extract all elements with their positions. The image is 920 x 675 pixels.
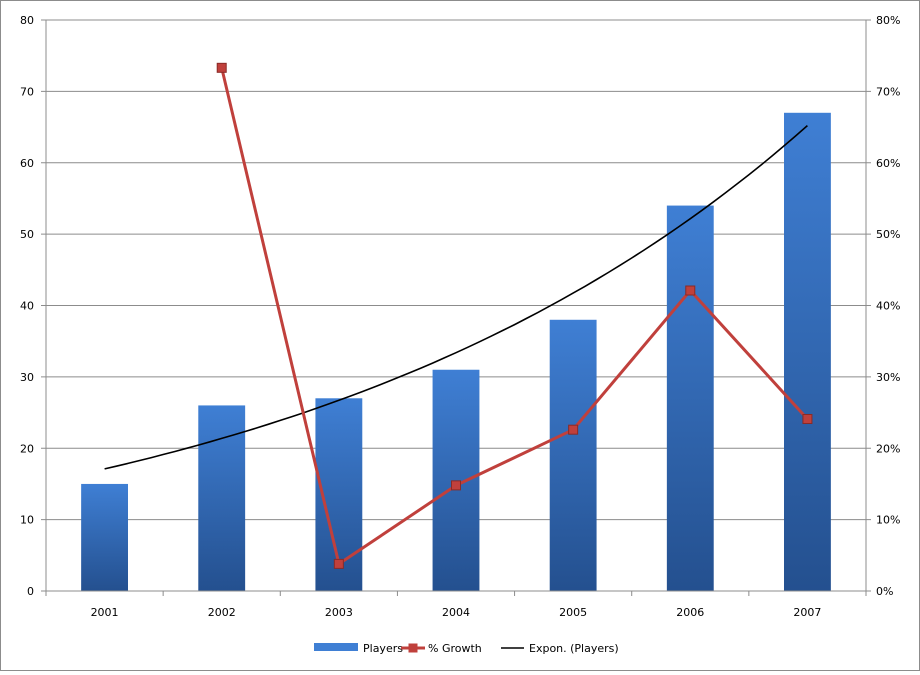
right-axis-tick-label: 20% [876,442,900,455]
right-axis-tick-label: 70% [876,85,900,98]
x-axis-tick-label: 2007 [793,606,821,619]
growth-line-path [220,67,809,566]
right-axis-tick-label: 40% [876,300,900,313]
left-axis-tick-label: 40 [20,300,34,313]
right-axis-tick-label: 10% [876,514,900,527]
left-axis-tick-label: 30 [20,371,34,384]
growth-marker [451,480,461,491]
legend-label-players: Players [363,642,403,655]
legend: Players % Growth Expon. (Players) [314,642,619,655]
growth-marker [685,285,696,296]
right-axis-tick-label: 60% [876,157,900,170]
left-axis-tick-label: 20 [20,442,34,455]
growth-marker [568,424,579,435]
x-axis-tick-label: 2003 [325,606,353,619]
players-bars [81,112,831,591]
bar-players [784,112,831,591]
axes: 0 0% 10 10% 20 20% 30 30% 40 40% 50 50% 60 60% 70 70% 80… [20,14,900,619]
left-axis-tick-label: 70 [20,85,34,98]
bar-players [198,405,246,591]
growth-marker [333,558,344,569]
right-axis-tick-label: 80% [876,14,900,27]
right-axis-tick-label: 0% [876,585,893,598]
bar-players [81,483,128,591]
legend-label-trendline: Expon. (Players) [529,642,619,655]
legend-swatch-growth-marker [408,643,418,653]
x-axis-tick-label: 2006 [676,606,704,619]
left-axis-tick-label: 0 [27,585,34,598]
left-axis-tick-label: 60 [20,157,34,170]
growth-line [216,62,813,569]
bar-players [666,205,714,591]
exponential-trendline [104,124,808,470]
left-axis-tick-label: 50 [20,228,34,241]
trendline-path [104,124,808,470]
left-axis-tick-label: 10 [20,514,34,527]
legend-swatch-players [314,643,358,651]
legend-label-growth: % Growth [428,642,482,655]
right-axis-tick-label: 30% [876,371,900,384]
growth-marker [802,413,813,424]
left-axis-tick-label: 80 [20,14,34,27]
x-axis-tick-label: 2001 [91,606,119,619]
x-axis-tick-label: 2002 [208,606,236,619]
growth-marker [216,62,227,73]
x-axis-tick-label: 2004 [442,606,470,619]
x-axis-tick-label: 2005 [559,606,587,619]
right-axis-tick-label: 50% [876,228,900,241]
bar-players [549,319,597,591]
